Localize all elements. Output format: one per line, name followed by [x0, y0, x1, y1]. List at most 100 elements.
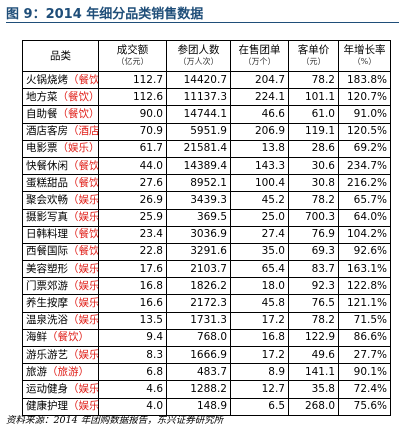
value-cell: 369.5 [166, 208, 231, 227]
value-cell: 268.0 [288, 397, 339, 416]
value-cell: 75.6% [338, 397, 391, 416]
value-cell: 8.3 [98, 345, 167, 365]
category-name: 酒店客房 [26, 125, 68, 138]
value-cell: 27.7% [338, 345, 391, 365]
column-unit: （亿元） [116, 57, 149, 66]
category-cell: 火锅烧烤（餐饮） [22, 70, 99, 90]
category-name: 西餐国际 [26, 245, 68, 258]
value-cell: 206.9 [230, 122, 289, 141]
value-cell: 1288.2 [166, 380, 231, 399]
value-cell: 4.0 [98, 397, 167, 416]
value-cell: 16.8 [230, 328, 289, 348]
value-cell: 35.8 [288, 380, 339, 399]
column-label: 品类 [50, 50, 71, 62]
value-cell: 2172.3 [166, 294, 231, 313]
value-cell: 2103.7 [166, 260, 231, 279]
category-cell: 日韩料理（餐饮） [22, 225, 99, 244]
category-cell: 地方菜（餐饮） [22, 88, 99, 107]
category-cell: 西餐国际（餐饮） [22, 242, 99, 262]
value-cell: 700.3 [288, 208, 339, 227]
column-header: 成交额 （亿元） [98, 40, 167, 72]
category-name: 摄影写真 [26, 211, 68, 224]
value-cell: 483.7 [166, 363, 231, 382]
category-cell: 游乐游艺（娱乐） [22, 345, 99, 365]
value-cell: 122.9 [288, 328, 339, 348]
value-cell: 23.4 [98, 225, 167, 244]
value-cell: 45.2 [230, 191, 289, 210]
value-cell: 4.6 [98, 380, 167, 399]
value-cell: 21581.4 [166, 139, 231, 158]
category-tag: （娱乐） [68, 297, 99, 310]
category-tag: （娱乐） [68, 279, 99, 292]
value-cell: 35.0 [230, 242, 289, 262]
value-cell: 13.8 [230, 139, 289, 158]
category-name: 日韩料理 [26, 228, 68, 241]
category-tag: （酒店） [68, 125, 99, 138]
category-cell: 运动健身（娱乐） [22, 380, 99, 399]
category-tag: （娱乐） [68, 348, 99, 361]
value-cell: 12.7 [230, 380, 289, 399]
value-cell: 30.6 [288, 156, 339, 176]
value-cell: 8.9 [230, 363, 289, 382]
value-cell: 61.7 [98, 139, 167, 158]
value-cell: 17.6 [98, 260, 167, 279]
value-cell: 16.8 [98, 277, 167, 296]
table-body: 火锅烧烤（餐饮）112.714420.7204.778.2183.8%地方菜（餐… [22, 70, 391, 416]
value-cell: 11137.3 [166, 88, 231, 107]
value-cell: 14420.7 [166, 70, 231, 90]
value-cell: 90.1% [338, 363, 391, 382]
value-cell: 204.7 [230, 70, 289, 90]
value-cell: 92.3 [288, 277, 339, 296]
value-cell: 216.2% [338, 174, 391, 193]
category-tag: （娱乐） [68, 400, 99, 413]
category-tag: （娱乐） [68, 382, 99, 395]
table-row: 自助餐（餐饮） 90.0 14744.1 46.6 61.0 91.0% [22, 105, 391, 124]
category-name: 蛋糕甜品 [26, 176, 68, 189]
value-cell: 14389.4 [166, 156, 231, 176]
category-name: 聚会欢畅 [26, 193, 68, 206]
category-tag: （娱乐） [68, 314, 99, 327]
value-cell: 91.0% [338, 105, 391, 124]
column-header: 年增长率 （%） [338, 40, 391, 72]
header-row: 品类 成交额 （亿元） 参团人数 （万人次） 在售团单 （万个） 客单价 （元） 年增长率 （%） [22, 40, 391, 72]
source-note: 资料来源：2014 年团购数据报告，东兴证券研究所 [6, 415, 224, 426]
value-cell: 143.3 [230, 156, 289, 176]
value-cell: 65.4 [230, 260, 289, 279]
value-cell: 17.2 [230, 345, 289, 365]
table-row: 电影票（娱乐） 61.7 21581.4 13.8 28.6 69.2% [22, 139, 391, 158]
column-unit: （元） [301, 57, 326, 66]
value-cell: 5951.9 [166, 122, 231, 141]
category-name: 养生按摩 [26, 297, 68, 310]
value-cell: 22.8 [98, 242, 167, 262]
value-cell: 72.4% [338, 380, 391, 399]
category-tag: （娱乐） [68, 211, 99, 224]
column-header: 客单价 （元） [288, 40, 339, 72]
category-name: 旅游 [26, 365, 47, 378]
column-header: 参团人数 （万人次） [166, 40, 231, 72]
value-cell: 65.7% [338, 191, 391, 210]
table-row: 旅游（旅游） 6.8 483.7 8.9 141.1 90.1% [22, 363, 391, 382]
category-cell: 摄影写真（娱乐） [22, 208, 99, 227]
category-name: 运动健身 [26, 382, 68, 395]
category-cell: 海鲜（餐饮） [22, 328, 99, 348]
value-cell: 224.1 [230, 88, 289, 107]
value-cell: 13.5 [98, 311, 167, 330]
value-cell: 71.5% [338, 311, 391, 330]
category-name: 游乐游艺 [26, 348, 68, 361]
category-tag: （娱乐） [68, 193, 99, 206]
value-cell: 17.2 [230, 311, 289, 330]
value-cell: 3291.6 [166, 242, 231, 262]
value-cell: 70.9 [98, 122, 167, 141]
category-cell: 温泉洗浴（娱乐） [22, 311, 99, 330]
title-rule [6, 22, 399, 23]
column-label: 客单价 [297, 44, 330, 56]
category-tag: （餐饮） [68, 73, 99, 86]
column-unit: （万个） [243, 57, 276, 66]
value-cell: 119.1 [288, 122, 339, 141]
value-cell: 6.8 [98, 363, 167, 382]
